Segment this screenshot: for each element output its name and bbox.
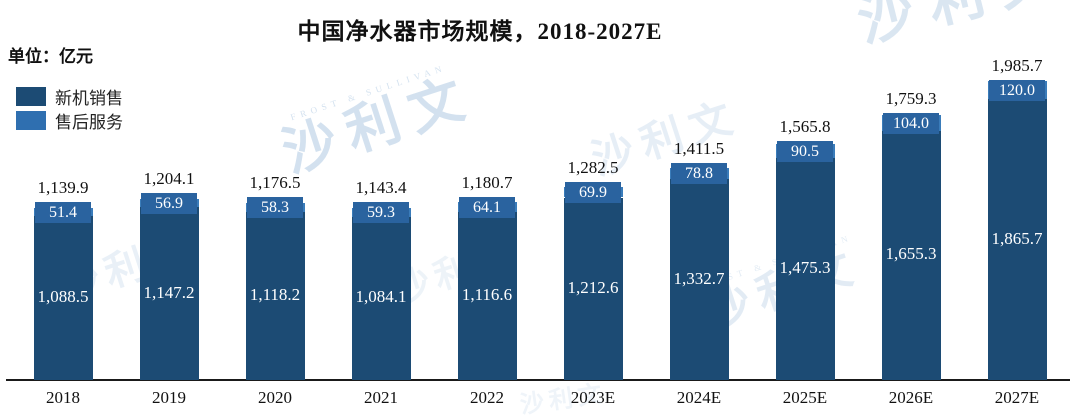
- service-value-label: 64.1: [459, 196, 515, 218]
- new-sales-value-label: 1,118.2: [249, 284, 301, 304]
- total-value-label: 1,139.9: [37, 177, 89, 197]
- x-axis-label: 2024E: [676, 388, 722, 407]
- bar-segment-new-sales: [563, 197, 623, 380]
- x-axis-line: [6, 379, 1070, 381]
- chart-title: 中国净水器市场规模，2018-2027E: [297, 19, 663, 44]
- service-value-label: 59.3: [353, 201, 409, 223]
- bar-segment-new-sales: [139, 207, 199, 380]
- new-sales-value-label: 1,475.3: [779, 257, 831, 277]
- x-axis-label: 2023E: [570, 388, 616, 407]
- legend-label-after-service: 售后服务: [55, 112, 123, 132]
- service-value-label: 69.9: [565, 181, 621, 203]
- unit-label: 单位：亿元: [8, 47, 93, 66]
- bar-segment-new-sales: [881, 130, 941, 380]
- legend-swatch-after-service: [16, 110, 46, 130]
- x-axis-label: 2019: [152, 388, 186, 407]
- service-value-label: 78.8: [671, 162, 727, 184]
- new-sales-value-label: 1,332.7: [673, 268, 725, 288]
- x-axis-label: 2018: [46, 388, 80, 407]
- bar-segment-new-sales: [33, 216, 93, 380]
- bar-segment-new-sales: [457, 211, 517, 380]
- legend-swatch-new-sales: [16, 86, 46, 106]
- bar-segment-new-sales: [987, 99, 1047, 380]
- service-value-label: 104.0: [883, 112, 939, 134]
- bar-segment-new-sales: [669, 179, 729, 380]
- legend-label-new-sales: 新机销售: [55, 88, 123, 108]
- x-axis-label: 2025E: [782, 388, 828, 407]
- total-value-label: 1,176.5: [249, 172, 301, 192]
- new-sales-value-label: 1,865.7: [991, 228, 1043, 248]
- x-axis-label: 2026E: [888, 388, 934, 407]
- total-value-label: 1,985.7: [991, 55, 1043, 75]
- service-value-label: 120.0: [989, 79, 1045, 101]
- service-value-label: 56.9: [141, 192, 197, 214]
- service-value-label: 51.4: [35, 201, 91, 223]
- legend: 新机销售 售后服务: [16, 84, 123, 132]
- x-axis-label: 2027E: [994, 388, 1040, 407]
- total-value-label: 1,143.4: [355, 177, 407, 197]
- bar-segment-new-sales: [351, 216, 411, 380]
- total-value-label: 1,282.5: [567, 157, 619, 177]
- new-sales-value-label: 1,084.1: [355, 287, 407, 307]
- x-axis-label: 2022: [470, 388, 504, 407]
- total-value-label: 1,565.8: [779, 116, 831, 136]
- service-value-label: 90.5: [777, 140, 833, 162]
- legend-item-new-sales: 新机销售: [16, 84, 123, 108]
- new-sales-value-label: 1,212.6: [567, 277, 619, 297]
- bar-segment-new-sales: [245, 211, 305, 380]
- service-value-label: 58.3: [247, 196, 303, 218]
- x-axis-label: 2020: [258, 388, 292, 407]
- total-value-label: 1,759.3: [885, 88, 937, 108]
- total-value-label: 1,411.5: [673, 138, 725, 158]
- new-sales-value-label: 1,088.5: [37, 287, 89, 307]
- total-value-label: 1,180.7: [461, 172, 513, 192]
- legend-item-after-service: 售后服务: [16, 108, 123, 132]
- x-axis-label: 2021: [364, 388, 398, 407]
- new-sales-value-label: 1,116.6: [461, 284, 513, 304]
- new-sales-value-label: 1,147.2: [143, 282, 195, 302]
- total-value-label: 1,204.1: [143, 168, 195, 188]
- bar-segment-new-sales: [775, 157, 835, 380]
- new-sales-value-label: 1,655.3: [885, 244, 937, 264]
